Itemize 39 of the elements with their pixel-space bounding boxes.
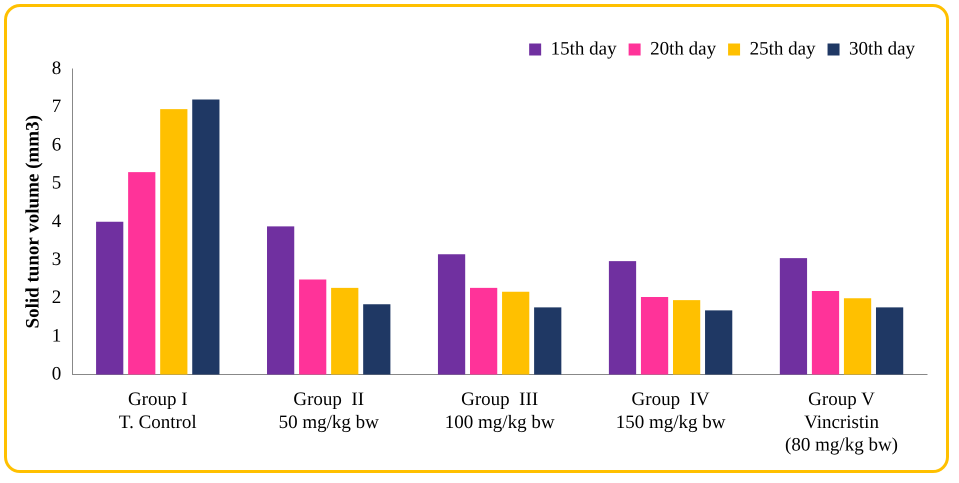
x-tick-label: Group IV 150 mg/kg bw: [616, 388, 726, 433]
bar: [672, 300, 700, 375]
x-tick-label: Group V Vincristin (80 mg/kg bw): [785, 388, 898, 456]
bar: [780, 258, 808, 375]
legend-label: 15th day: [550, 38, 618, 60]
bar: [534, 307, 562, 375]
bar: [470, 288, 498, 375]
y-axis-title: Solid tunor volume (mm3): [22, 115, 44, 329]
bar: [128, 172, 156, 375]
bar: [502, 292, 530, 375]
x-tick-label: Group I T. Control: [118, 388, 197, 433]
bar: [192, 100, 220, 375]
y-tick-label: 3: [52, 248, 62, 270]
y-tick-label: 2: [52, 287, 62, 308]
bar: [267, 226, 294, 375]
y-tick-label: 0: [52, 364, 62, 385]
x-tick-label: Group III 100 mg/kg bw: [444, 388, 555, 433]
legend-label: 30th day: [849, 38, 916, 60]
bar: [640, 297, 668, 375]
bar: [844, 298, 872, 375]
legend-label: 20th day: [650, 38, 717, 60]
y-tick-label: 6: [52, 134, 62, 156]
x-tick-label: Group II 50 mg/kg bw: [278, 388, 380, 433]
y-tick-label: 7: [52, 96, 62, 118]
bar: [705, 310, 732, 375]
legend-label: 25th day: [750, 38, 816, 60]
bar: [96, 222, 124, 375]
y-tick-label: 1: [52, 325, 62, 346]
bar: [812, 290, 840, 375]
bar: [608, 261, 636, 375]
bar: [363, 304, 390, 375]
bar: [331, 288, 358, 375]
y-tick-label: 8: [52, 58, 62, 79]
y-tick-label: 4: [52, 210, 62, 232]
y-tick-label: 5: [52, 172, 62, 194]
bar: [438, 254, 466, 375]
bar: [299, 279, 326, 375]
bar: [160, 109, 188, 375]
bar: [876, 307, 904, 375]
